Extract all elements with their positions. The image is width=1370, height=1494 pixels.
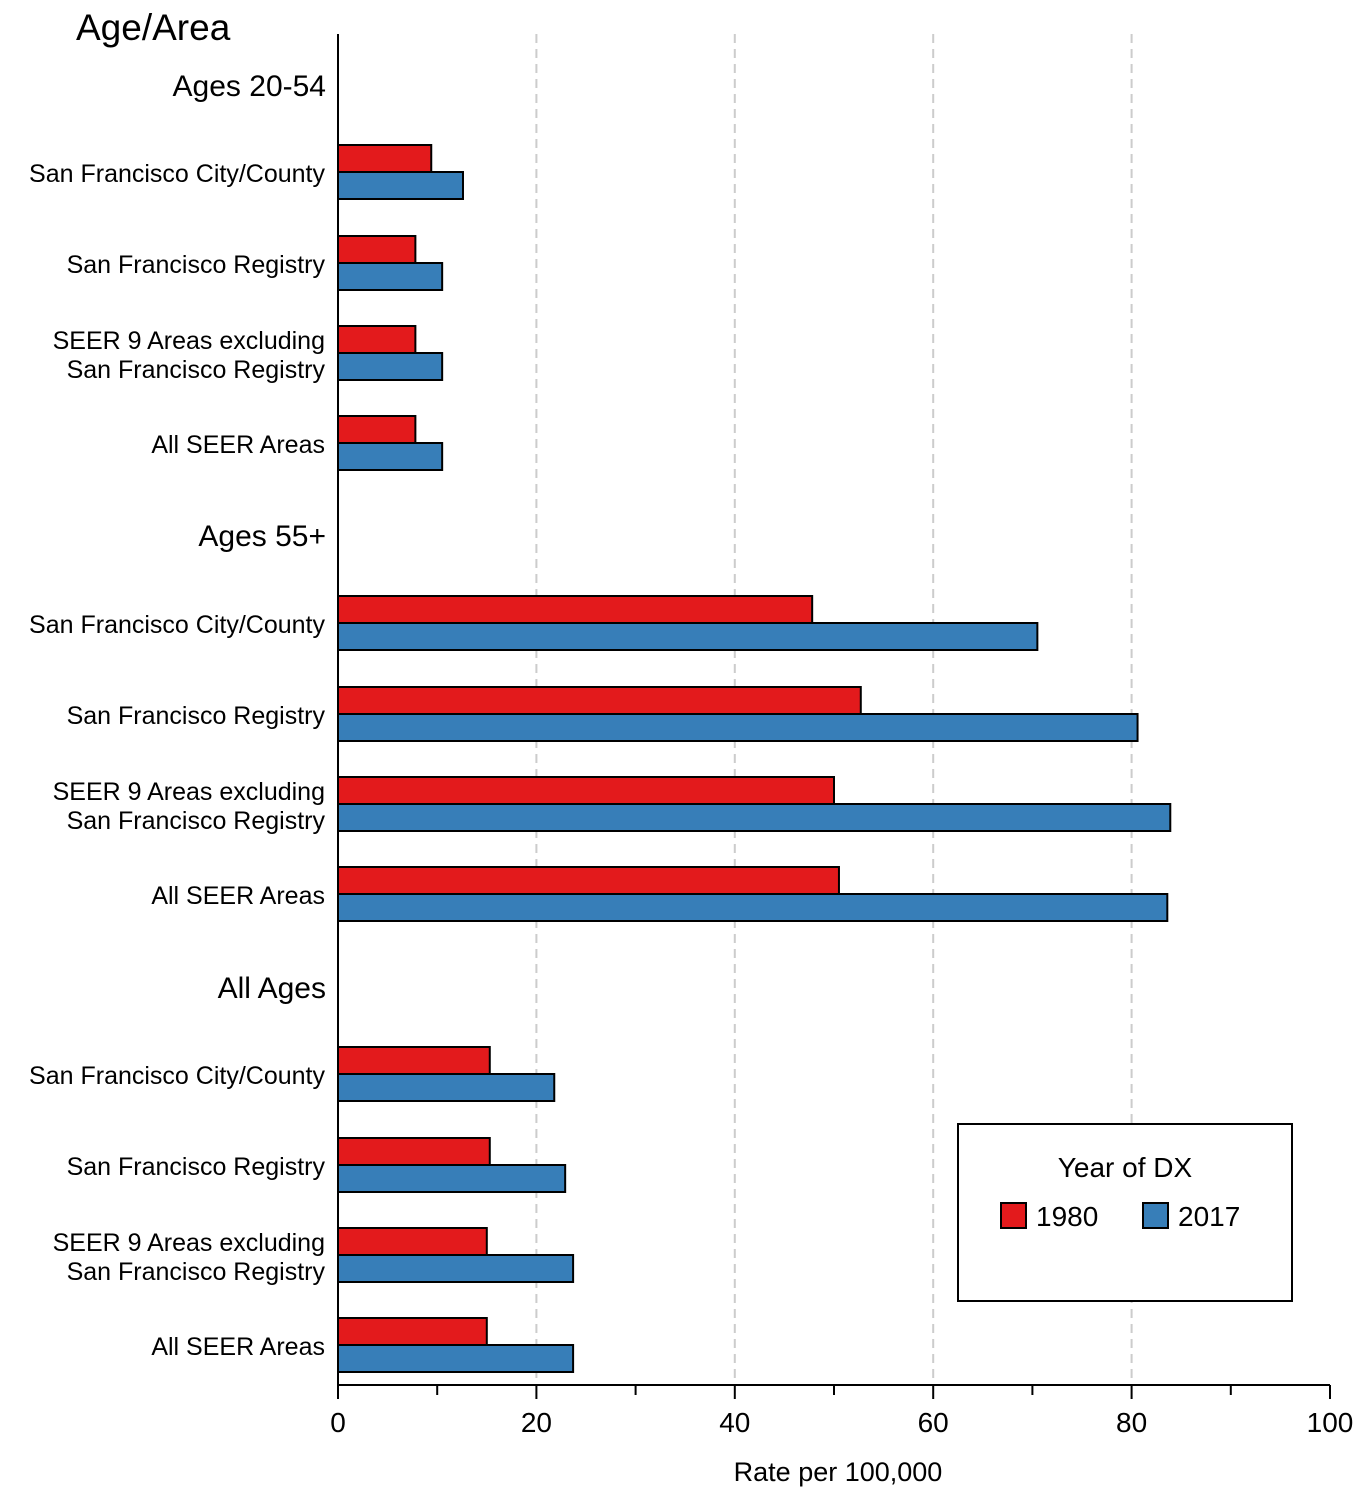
category-label: San Francisco City/County [29,160,325,188]
x-tick-label: 100 [1307,1407,1354,1438]
bar-2017 [337,622,1039,651]
group-label: Ages 55+ [198,520,326,553]
bar-1980 [337,1317,488,1346]
category-label: San Francisco Registry [67,702,326,730]
axes: 0 20 40 60 80 100 [330,34,1353,1438]
bar-2017 [337,1073,556,1102]
bar-2017 [337,352,444,381]
bar-2017 [337,713,1139,742]
legend-swatch-1980 [1000,1202,1027,1229]
x-tick-label: 80 [1116,1407,1147,1438]
x-tick-label: 40 [719,1407,750,1438]
bar-1980 [337,866,840,895]
category-label: SEER 9 Areas excluding [53,1229,325,1257]
category-label: San Francisco City/County [29,1062,325,1090]
bar-2017 [337,893,1169,922]
category-label: All SEER Areas [151,1333,325,1361]
bar-1980 [337,776,835,805]
legend: Year of DX 1980 2017 [957,1123,1293,1302]
bar-1980 [337,144,433,173]
bar-1980 [337,1137,491,1166]
y-axis-title: Age/Area [76,7,231,48]
bar-1980 [337,1046,491,1075]
category-label: San Francisco Registry [67,251,326,279]
category-label: San Francisco Registry [67,356,326,384]
category-label: San Francisco Registry [67,1258,326,1286]
category-label: San Francisco Registry [67,807,326,835]
category-label: All SEER Areas [151,431,325,459]
category-label: All SEER Areas [151,882,325,910]
group-label: All Ages [218,972,326,1005]
bar-2017 [337,1164,567,1193]
x-tick-label: 20 [521,1407,552,1438]
category-labels: Ages 20-54 San Francisco City/County San F… [29,70,326,1361]
category-label: SEER 9 Areas excluding [53,778,325,806]
bar-1980 [337,595,814,624]
legend-swatch-2017 [1142,1202,1169,1229]
bar-1980 [337,235,417,264]
x-tick-label: 0 [330,1407,346,1438]
group-label: Ages 20-54 [173,70,326,103]
category-label: SEER 9 Areas excluding [53,327,325,355]
legend-label-2017: 2017 [1178,1201,1240,1232]
x-axis-title: Rate per 100,000 [734,1457,943,1487]
bar-1980 [337,686,862,715]
bar-1980 [337,325,417,354]
bar-1980 [337,415,417,444]
legend-label-1980: 1980 [1036,1201,1098,1232]
bar-2017 [337,442,444,471]
legend-box [957,1123,1293,1302]
x-tick-label: 60 [918,1407,949,1438]
bar-2017 [337,171,464,200]
category-label: San Francisco Registry [67,1153,326,1181]
bar-1980 [337,1227,488,1256]
bar-2017 [337,262,444,291]
bar-2017 [337,1254,575,1283]
legend-title: Year of DX [1058,1152,1193,1183]
bars [337,144,1172,1373]
bar-2017 [337,1344,575,1373]
category-label: San Francisco City/County [29,611,325,639]
bar-2017 [337,803,1172,832]
